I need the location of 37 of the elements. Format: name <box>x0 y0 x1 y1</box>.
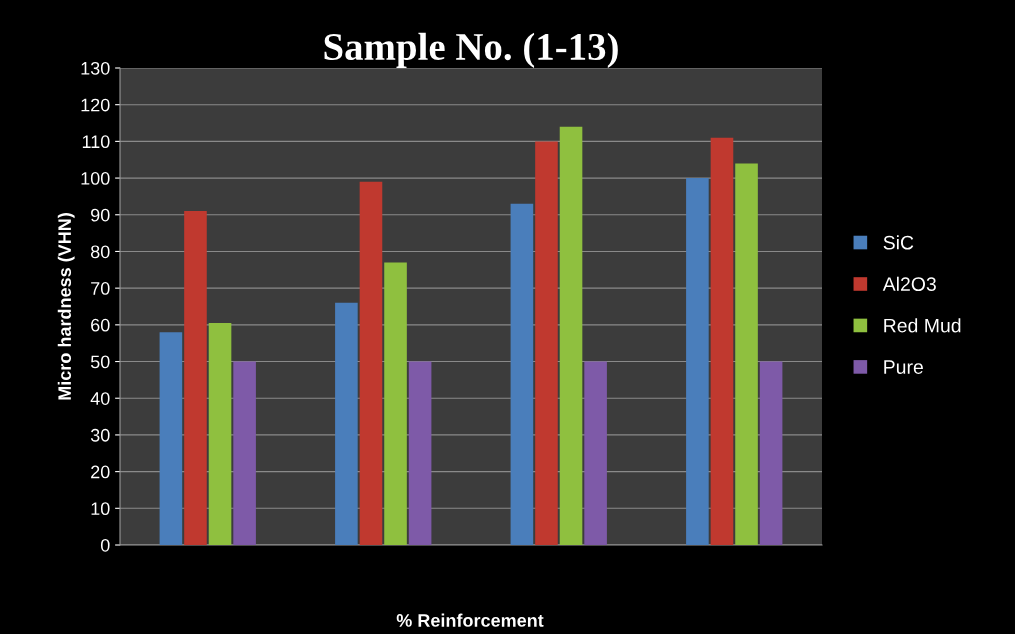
legend-label: Al2O3 <box>882 276 936 291</box>
y-tick-label: 10 <box>91 502 110 516</box>
bar <box>584 361 607 545</box>
bar <box>686 178 709 545</box>
y-tick-label: 110 <box>82 135 110 149</box>
y-tick-label: 70 <box>91 282 110 295</box>
bar <box>159 332 183 545</box>
bar <box>408 361 432 545</box>
bar <box>510 203 534 545</box>
bar <box>359 181 383 545</box>
chart-title: Sample No. (1-13) <box>324 32 618 68</box>
y-tick-label: 90 <box>91 208 110 222</box>
legend-label: Red Mud <box>884 318 961 333</box>
y-tick-label: 60 <box>91 318 110 332</box>
y-tick-label: 40 <box>90 392 110 405</box>
legend-label: Pure <box>884 360 923 374</box>
bar <box>208 323 232 545</box>
y-tick-label: 80 <box>90 245 110 259</box>
y-axis-title: Micro hardness (VHN) <box>57 213 75 400</box>
legend-label: SiC <box>883 235 914 250</box>
bar <box>233 361 256 545</box>
y-tick-label: 20 <box>91 465 110 479</box>
y-tick-label: 50 <box>90 355 110 369</box>
y-tick-label: 0 <box>100 538 110 552</box>
y-tick-label: 120 <box>81 98 110 112</box>
bar <box>335 302 358 545</box>
bar <box>559 126 583 545</box>
bar <box>184 211 207 545</box>
bar <box>710 137 734 545</box>
bar <box>535 141 558 545</box>
y-tick-label: 130 <box>81 61 110 75</box>
bar <box>384 262 407 545</box>
bar <box>759 361 783 545</box>
x-axis-title: % Reinforcement <box>396 613 544 627</box>
bar <box>735 163 758 545</box>
y-tick-label: 30 <box>90 428 110 442</box>
y-tick-label: 100 <box>81 172 110 185</box>
